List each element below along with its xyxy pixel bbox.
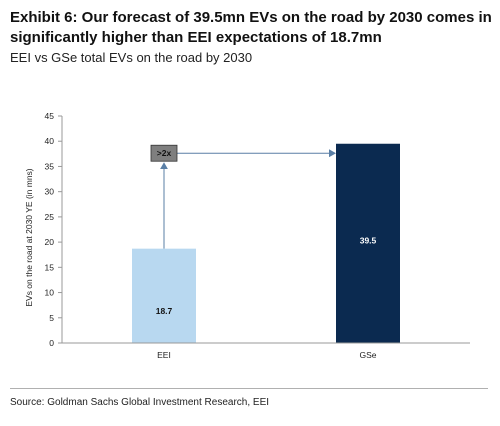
y-tick-label: 15 bbox=[45, 262, 55, 272]
bar-gse bbox=[336, 143, 400, 343]
annotation: >2x bbox=[150, 144, 336, 249]
y-tick-label: 0 bbox=[49, 338, 54, 348]
y-tick-label: 40 bbox=[45, 136, 55, 146]
x-axis: EEI GSe bbox=[62, 342, 470, 360]
x-tick-label: GSe bbox=[359, 350, 376, 360]
annotation-label: >2x bbox=[157, 148, 172, 158]
y-axis: 0 5 10 15 20 25 30 35 40 45 bbox=[45, 111, 63, 348]
y-tick-label: 30 bbox=[45, 187, 55, 197]
y-tick-label: 35 bbox=[45, 161, 55, 171]
data-label-eei: 18.7 bbox=[156, 306, 173, 316]
x-tick-label: EEI bbox=[157, 350, 171, 360]
y-tick-label: 25 bbox=[45, 212, 55, 222]
source-note: Source: Goldman Sachs Global Investment … bbox=[10, 397, 270, 408]
chart-subtitle: EEI vs GSe total EVs on the road by 2030 bbox=[10, 50, 253, 65]
y-tick-label: 5 bbox=[49, 313, 54, 323]
y-axis-label: EVs on the road at 2030 YE (in mns) bbox=[24, 168, 34, 306]
y-tick-label: 20 bbox=[45, 237, 55, 247]
data-label-gse: 39.5 bbox=[360, 235, 377, 245]
y-tick-label: 10 bbox=[45, 288, 55, 298]
annotation-box bbox=[150, 144, 178, 162]
bars: 18.7 39.5 bbox=[132, 143, 400, 343]
chart-title: Exhibit 6: Our forecast of 39.5mn EVs on… bbox=[10, 9, 492, 46]
bar-eei bbox=[132, 248, 196, 343]
footer-divider bbox=[10, 388, 488, 389]
y-tick-label: 45 bbox=[45, 111, 55, 121]
